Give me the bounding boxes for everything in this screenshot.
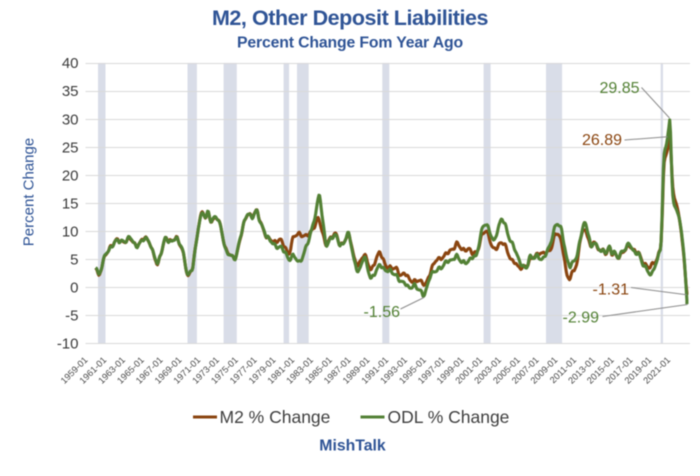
svg-text:30: 30 (62, 111, 79, 128)
svg-text:M2 % Change: M2 % Change (220, 407, 331, 427)
svg-text:5: 5 (70, 252, 78, 269)
svg-text:-1.31: -1.31 (593, 282, 630, 299)
svg-text:29.85: 29.85 (599, 80, 639, 97)
svg-text:Percent Change Fom Year Ago: Percent Change Fom Year Ago (237, 35, 463, 52)
svg-text:M2, Other Deposit Liabilities: M2, Other Deposit Liabilities (212, 6, 489, 30)
svg-text:-5: -5 (65, 308, 78, 325)
svg-text:MishTalk: MishTalk (319, 438, 386, 455)
svg-text:Percent Change: Percent Change (21, 138, 38, 246)
svg-text:-10: -10 (57, 336, 79, 353)
svg-text:ODL % Change: ODL % Change (388, 407, 510, 427)
svg-text:0: 0 (70, 280, 78, 297)
svg-text:25: 25 (62, 139, 79, 156)
svg-text:40: 40 (62, 55, 79, 72)
svg-text:-1.56: -1.56 (364, 304, 401, 321)
svg-text:35: 35 (62, 83, 79, 100)
svg-text:15: 15 (62, 195, 79, 212)
svg-text:10: 10 (62, 224, 79, 241)
svg-text:-2.99: -2.99 (563, 310, 600, 327)
svg-text:26.89: 26.89 (582, 132, 622, 149)
svg-text:20: 20 (62, 167, 79, 184)
